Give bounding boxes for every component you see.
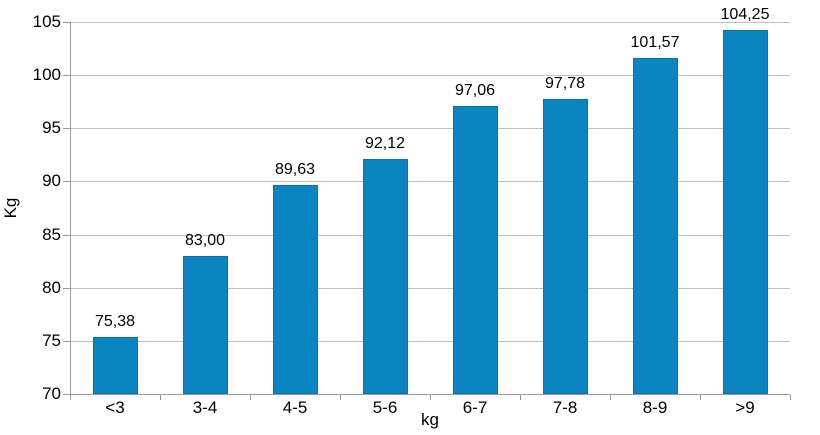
bar-value-label: 83,00 — [184, 231, 226, 249]
y-axis-tick — [63, 340, 70, 342]
bar-value-label: 92,12 — [364, 134, 406, 152]
gridline — [70, 75, 790, 77]
y-tick-label: 95 — [42, 118, 61, 138]
bar — [722, 29, 768, 394]
x-axis-tick — [700, 395, 701, 400]
x-axis-tick — [520, 395, 521, 400]
x-axis-title: kg — [421, 410, 439, 429]
x-tick-label: 4-5 — [282, 398, 308, 417]
x-tick-label: >9 — [735, 398, 755, 417]
gridline — [70, 181, 790, 183]
x-tick-label: 7-8 — [552, 398, 578, 417]
y-axis-tick — [63, 394, 70, 395]
x-tick-label: <3 — [105, 398, 125, 417]
bar-value-label: 97,78 — [544, 74, 586, 92]
gridline — [70, 128, 790, 130]
x-tick-label: 5-6 — [372, 398, 398, 417]
bar — [542, 98, 588, 394]
bar-value-label: 75,38 — [94, 312, 136, 330]
x-axis-line — [70, 394, 790, 395]
bar — [272, 185, 318, 394]
y-tick-label: 75 — [42, 330, 61, 350]
y-tick-label: 105 — [32, 12, 61, 31]
bar — [362, 158, 408, 394]
x-tick-label: 3-4 — [192, 398, 218, 417]
y-axis-tick — [63, 234, 70, 236]
bar — [92, 336, 138, 394]
y-axis-tick — [63, 287, 70, 289]
y-axis-tick — [63, 181, 70, 183]
y-tick-label: 100 — [32, 65, 61, 85]
bar — [452, 106, 498, 394]
y-axis-tick — [63, 75, 70, 77]
bar — [182, 255, 228, 394]
bar-value-label: 104,25 — [720, 5, 770, 23]
x-axis-tick — [160, 395, 161, 400]
bar-value-label: 97,06 — [454, 82, 496, 100]
x-axis-tick — [340, 395, 341, 400]
x-axis-tick — [790, 395, 791, 400]
y-axis-tick — [63, 22, 70, 23]
x-axis-tick — [70, 395, 71, 400]
x-axis-tick — [250, 395, 251, 400]
bar-value-label: 89,63 — [274, 161, 316, 179]
x-axis-tick — [610, 395, 611, 400]
gridline — [70, 340, 790, 342]
y-tick-label: 70 — [42, 384, 61, 403]
y-axis-line — [70, 22, 71, 395]
y-tick-label: 80 — [42, 277, 61, 297]
gridline — [70, 234, 790, 236]
x-tick-label: 8-9 — [642, 398, 668, 417]
x-axis-tick — [430, 395, 431, 400]
y-axis-tick — [63, 128, 70, 130]
y-tick-label: 85 — [42, 224, 61, 244]
gridline — [70, 287, 790, 289]
bar — [632, 58, 678, 394]
y-tick-label: 90 — [42, 171, 61, 191]
gridline — [70, 22, 790, 23]
x-tick-label: 6-7 — [462, 398, 488, 417]
bar-value-label: 101,57 — [630, 34, 680, 52]
